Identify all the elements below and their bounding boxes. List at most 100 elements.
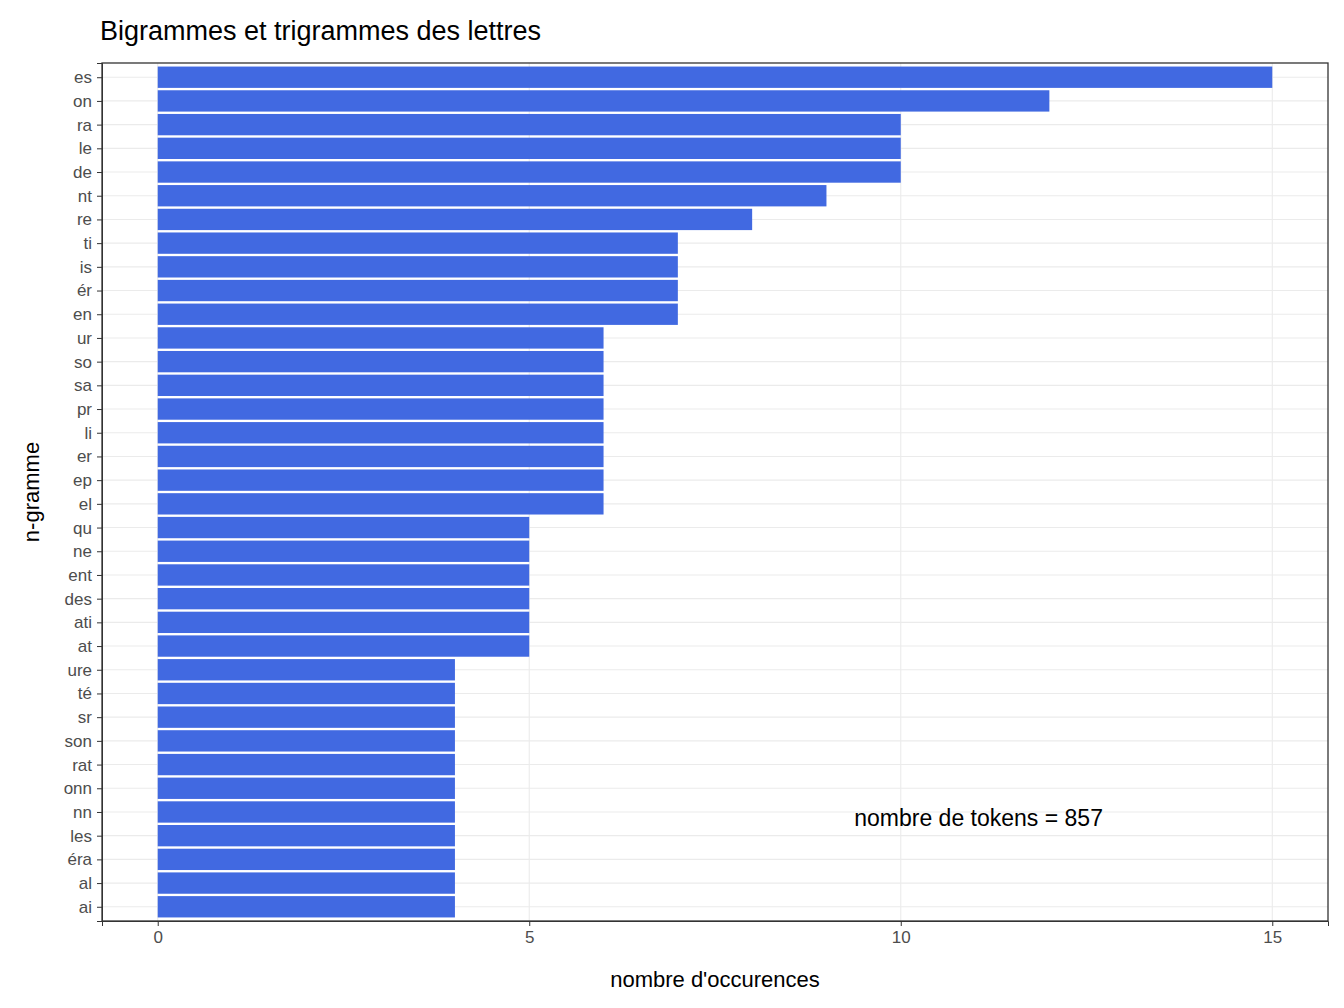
y-tick-mark (97, 528, 102, 529)
y-tick: nt (78, 187, 102, 206)
bar (158, 232, 678, 253)
y-tick-mark (97, 291, 102, 292)
y-tick-mark (97, 409, 102, 410)
y-tick-label: té (78, 684, 92, 703)
y-tick-label: al (79, 874, 92, 893)
chart: 051015esonraledentretiisérenursosaprlier… (0, 0, 1344, 1008)
y-tick-mark (97, 77, 102, 78)
bar (158, 446, 604, 467)
bar (158, 138, 901, 159)
y-tick-mark (97, 883, 102, 884)
y-tick-mark (97, 693, 102, 694)
y-tick: al (79, 874, 102, 893)
bar (158, 517, 530, 538)
x-tick: 15 (1263, 921, 1282, 947)
y-tick: sa (74, 376, 102, 395)
annotation: nombre de tokens = 857 (854, 805, 1103, 831)
bar (158, 67, 1273, 88)
y-tick: ne (73, 542, 102, 561)
y-tick-mark (97, 599, 102, 600)
y-tick: so (74, 353, 102, 372)
y-tick: ent (68, 566, 102, 585)
grid-line (900, 63, 901, 921)
y-tick-label: ra (77, 116, 93, 135)
y-tick-mark (97, 670, 102, 671)
x-tick-label: 10 (892, 928, 911, 947)
bar (158, 659, 455, 680)
x-tick-mark (901, 921, 902, 926)
y-tick: ur (77, 329, 102, 348)
y-tick: ai (79, 898, 102, 917)
x-tick-label: 15 (1263, 928, 1282, 947)
y-tick: li (84, 424, 102, 443)
y-tick-label: qu (73, 518, 92, 537)
y-tick-mark (97, 196, 102, 197)
bar (158, 209, 752, 230)
y-tick-mark (97, 551, 102, 552)
y-tick-label: ur (77, 329, 92, 348)
bar (158, 683, 455, 704)
y-tick-label: sr (78, 708, 93, 727)
y-tick-mark (97, 125, 102, 126)
y-tick-mark (97, 812, 102, 813)
y-tick: el (79, 495, 102, 514)
y-tick: en (73, 305, 102, 324)
y-tick-mark (97, 646, 102, 647)
bar (158, 469, 604, 490)
y-tick-mark (97, 504, 102, 505)
y-tick-label: on (73, 92, 92, 111)
y-tick-label: es (74, 68, 92, 87)
x-tick-mark (529, 921, 530, 926)
y-tick: nn (73, 803, 102, 822)
y-tick-label: des (65, 590, 92, 609)
bar (158, 256, 678, 277)
y-tick-mark (97, 907, 102, 908)
y-tick: ati (74, 613, 102, 632)
y-axis-title: n-gramme (19, 442, 44, 542)
y-tick-mark (97, 575, 102, 576)
bar (158, 707, 455, 728)
y-tick-label: ent (68, 566, 92, 585)
y-tick: at (78, 637, 102, 656)
y-tick-mark (97, 243, 102, 244)
y-tick: ure (67, 661, 102, 680)
bar (158, 422, 604, 443)
y-tick: sr (78, 708, 102, 727)
y-tick-mark (97, 480, 102, 481)
x-axis-title: nombre d'occurences (610, 967, 820, 992)
x-axis: 051015 (103, 921, 1329, 947)
bar (158, 635, 530, 656)
y-tick: té (78, 684, 102, 703)
x-tick-mark (1272, 921, 1273, 926)
y-axis-line (97, 64, 103, 922)
y-tick-mark (97, 267, 102, 268)
plot-background (102, 63, 1328, 921)
y-tick-label: ai (79, 898, 92, 917)
y-tick-label: at (78, 637, 92, 656)
y-tick-mark (97, 338, 102, 339)
y-tick-mark (97, 362, 102, 363)
y-tick-label: le (79, 139, 92, 158)
y-tick: onn (64, 779, 102, 798)
y-axis: esonraledentretiisérenursosaprlierepelqu… (64, 64, 103, 922)
y-tick-mark (97, 433, 102, 434)
bars (158, 67, 1273, 918)
plot-frame (102, 63, 1328, 921)
bar (158, 280, 678, 301)
bar (158, 872, 455, 893)
y-tick-label: is (80, 258, 92, 277)
y-tick-label: onn (64, 779, 92, 798)
bar (158, 114, 901, 135)
bar (158, 90, 1050, 111)
y-tick-label: er (77, 447, 92, 466)
y-tick: es (74, 68, 102, 87)
y-tick-mark (97, 836, 102, 837)
bar (158, 825, 455, 846)
y-tick-mark (97, 148, 102, 149)
grid (102, 63, 1328, 921)
x-tick: 5 (525, 921, 534, 947)
y-tick-mark (97, 172, 102, 173)
bar (158, 754, 455, 775)
y-tick-mark (97, 385, 102, 386)
y-tick-label: éra (67, 850, 92, 869)
